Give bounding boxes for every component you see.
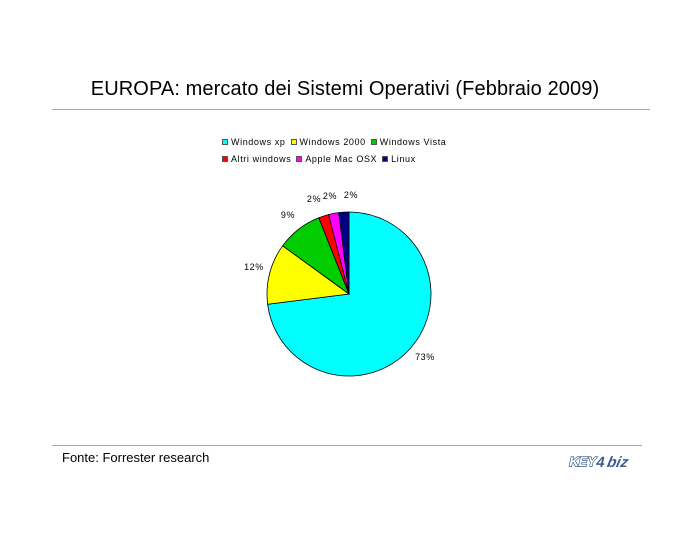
legend-item-altri-windows: Altri windows xyxy=(222,154,291,164)
legend-row: Altri windows Apple Mac OSX Linux xyxy=(222,150,451,167)
pie-slice-linux xyxy=(338,211,350,295)
legend-swatch xyxy=(222,138,228,145)
pie-data-label: 9% xyxy=(281,210,295,220)
legend-label: Windows 2000 xyxy=(299,136,366,147)
legend-item-linux: Linux xyxy=(382,154,416,164)
legend-label: Altri windows xyxy=(231,153,292,164)
legend-swatch xyxy=(222,155,228,162)
pie-data-label: 73% xyxy=(415,352,435,362)
footer-divider xyxy=(52,445,642,446)
key4biz-logo: KEY 4 biz xyxy=(567,453,631,471)
legend-row: Windows xp Windows 2000 Windows Vista xyxy=(222,133,451,150)
pie-data-label: 2% xyxy=(307,194,321,204)
svg-text:biz: biz xyxy=(606,454,631,471)
legend-label: Apple Mac OSX xyxy=(305,153,378,164)
svg-text:KEY: KEY xyxy=(568,454,598,469)
legend-label: Windows Vista xyxy=(379,136,447,147)
chart-legend: Windows xp Windows 2000 Windows Vista Al… xyxy=(222,133,451,167)
title-divider xyxy=(52,109,650,110)
legend-item-apple-mac-osx: Apple Mac OSX xyxy=(296,154,377,164)
chart-title: EUROPA: mercato dei Sistemi Operativi (F… xyxy=(90,78,600,100)
pie-slice-windows-2000 xyxy=(266,245,351,305)
legend-swatch xyxy=(290,138,297,145)
legend-item-windows-2000: Windows 2000 xyxy=(290,136,366,147)
pie-data-label: 2% xyxy=(344,190,358,200)
source-note: Fonte: Forrester research xyxy=(62,450,210,465)
legend-swatch xyxy=(370,138,377,145)
legend-label: Linux xyxy=(391,153,416,164)
legend-swatch xyxy=(296,155,303,162)
legend-label: Windows xp xyxy=(231,136,286,147)
legend-item-windows-xp: Windows xp xyxy=(222,137,286,147)
legend-item-windows-vista: Windows Vista xyxy=(370,136,447,147)
pie-data-label: 12% xyxy=(244,262,264,272)
legend-swatch xyxy=(382,155,389,162)
pie-data-label: 2% xyxy=(323,191,337,201)
